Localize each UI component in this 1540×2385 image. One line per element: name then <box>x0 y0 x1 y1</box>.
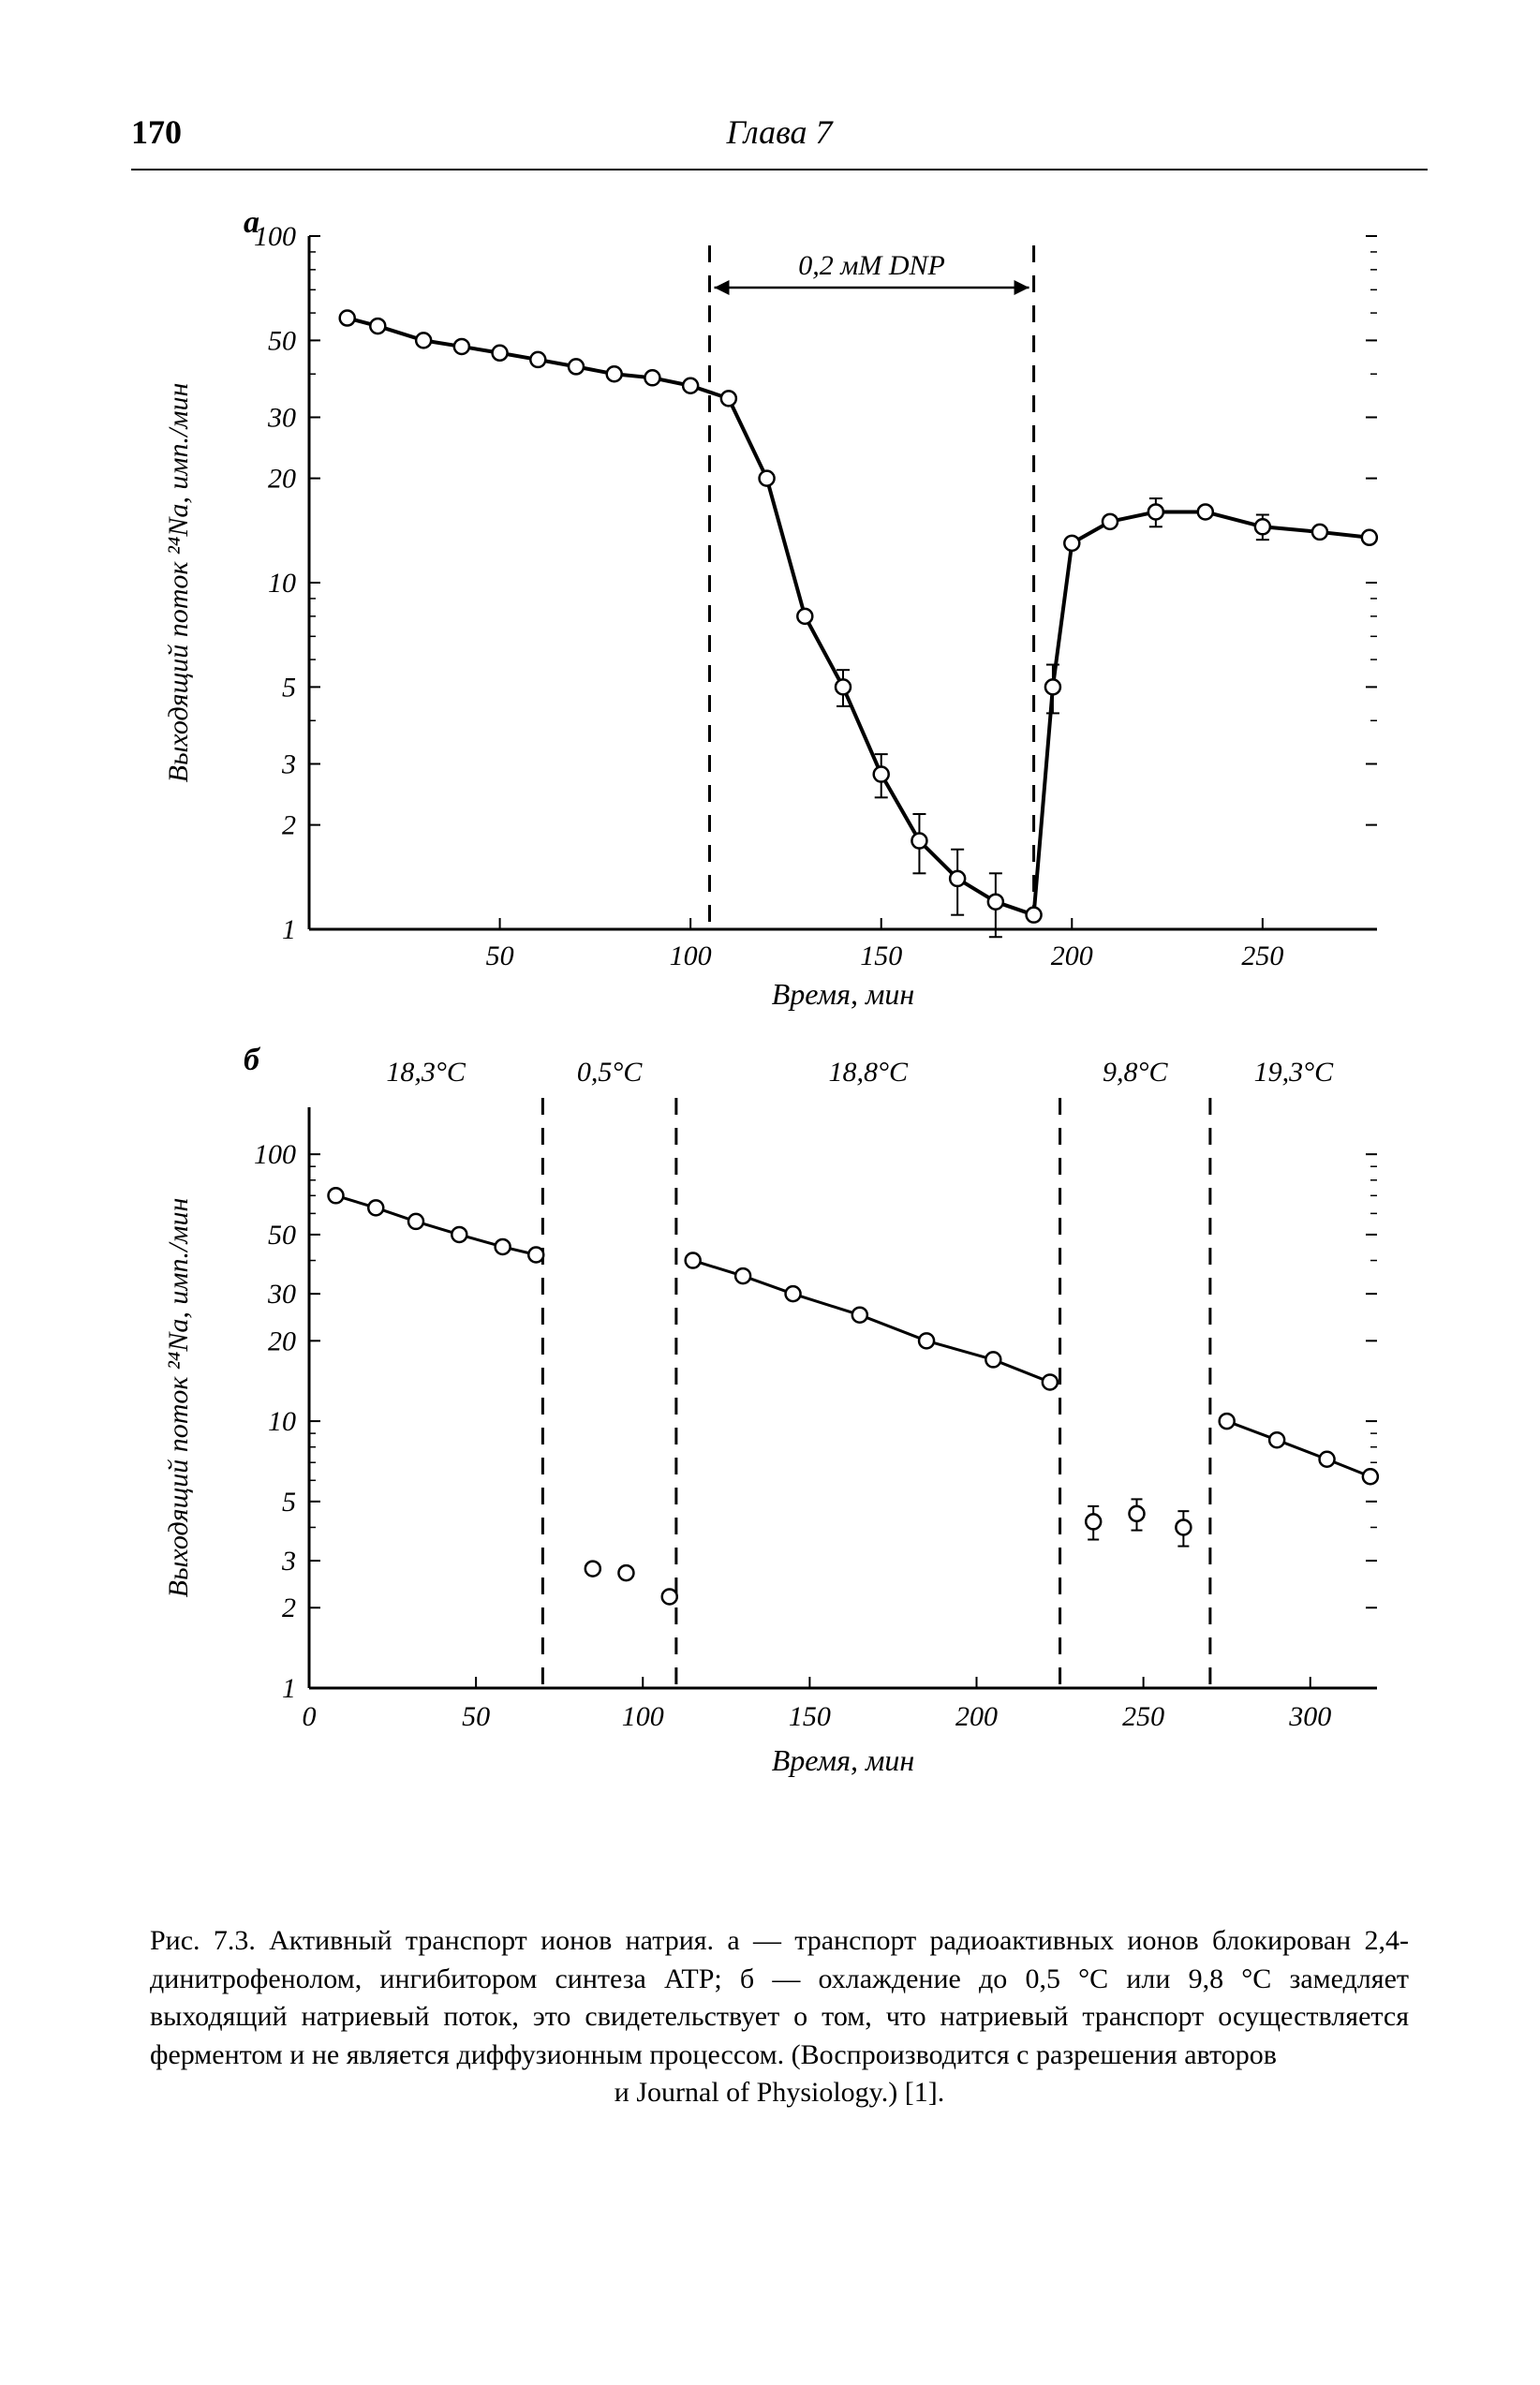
svg-text:18,8°C: 18,8°C <box>828 1057 908 1088</box>
chapter-title: Глава 7 <box>726 112 832 152</box>
svg-text:б: б <box>244 1043 261 1077</box>
svg-text:18,3°C: 18,3°C <box>386 1057 466 1088</box>
svg-text:250: 250 <box>1122 1701 1164 1732</box>
svg-text:1: 1 <box>282 914 296 945</box>
svg-text:3: 3 <box>281 748 296 779</box>
svg-text:9,8°C: 9,8°C <box>1103 1057 1168 1088</box>
svg-text:300: 300 <box>1288 1701 1331 1732</box>
caption-prefix: Рис. 7.3. Активный транспорт ионов натри… <box>150 1925 714 1956</box>
svg-text:0: 0 <box>303 1701 317 1732</box>
svg-text:100: 100 <box>622 1701 664 1732</box>
svg-text:50: 50 <box>268 325 296 356</box>
svg-text:2: 2 <box>282 1592 296 1623</box>
svg-text:Время, мин: Время, мин <box>772 977 915 1011</box>
svg-text:2: 2 <box>282 810 296 841</box>
page: 170 Глава 7 а123510203050100501001502002… <box>0 0 1540 2385</box>
svg-text:150: 150 <box>860 941 902 971</box>
chart-b: б 1 2 3 5 10 20 30 50 100 0 50 100 150 200 250 300 Время,… <box>131 1032 1424 1810</box>
svg-text:50: 50 <box>268 1220 296 1251</box>
svg-text:50: 50 <box>462 1701 490 1732</box>
svg-text:200: 200 <box>1051 941 1093 971</box>
svg-text:50: 50 <box>486 941 514 971</box>
svg-text:200: 200 <box>955 1701 998 1732</box>
svg-text:19,3°C: 19,3°C <box>1254 1057 1334 1088</box>
page-header: 170 Глава 7 <box>131 94 1428 170</box>
svg-text:30: 30 <box>267 402 296 433</box>
svg-text:250: 250 <box>1241 941 1283 971</box>
svg-text:5: 5 <box>282 1487 296 1518</box>
svg-text:100: 100 <box>254 1139 296 1170</box>
svg-text:100: 100 <box>670 941 712 971</box>
svg-text:150: 150 <box>789 1701 831 1732</box>
svg-text:Выходящий поток ²⁴Na, имп./мин: Выходящий поток ²⁴Na, имп./мин <box>163 383 194 783</box>
svg-text:Выходящий поток ²⁴Na, имп./мин: Выходящий поток ²⁴Na, имп./мин <box>163 1198 194 1598</box>
svg-text:5: 5 <box>282 672 296 703</box>
svg-text:100: 100 <box>254 221 296 252</box>
svg-text:1: 1 <box>282 1673 296 1704</box>
svg-text:10: 10 <box>268 1406 296 1437</box>
caption-last-line: и Journal of Physiology.) [1]. <box>150 2074 1409 2112</box>
figure-caption: Рис. 7.3. Активный транспорт ионов натри… <box>131 1922 1428 2112</box>
svg-text:0,5°C: 0,5°C <box>577 1057 643 1088</box>
svg-text:20: 20 <box>268 1326 296 1356</box>
svg-text:20: 20 <box>268 464 296 495</box>
figure-container: а12351020305010050100150200250Время, мин… <box>131 199 1428 1810</box>
svg-text:Время, мин: Время, мин <box>772 1743 915 1777</box>
svg-text:30: 30 <box>267 1279 296 1310</box>
page-number: 170 <box>131 112 182 152</box>
chart-a: а12351020305010050100150200250Время, мин… <box>131 199 1424 1032</box>
svg-text:3: 3 <box>281 1546 296 1577</box>
svg-text:0,2 мМ DNP: 0,2 мМ DNP <box>798 250 945 281</box>
svg-text:10: 10 <box>268 568 296 599</box>
